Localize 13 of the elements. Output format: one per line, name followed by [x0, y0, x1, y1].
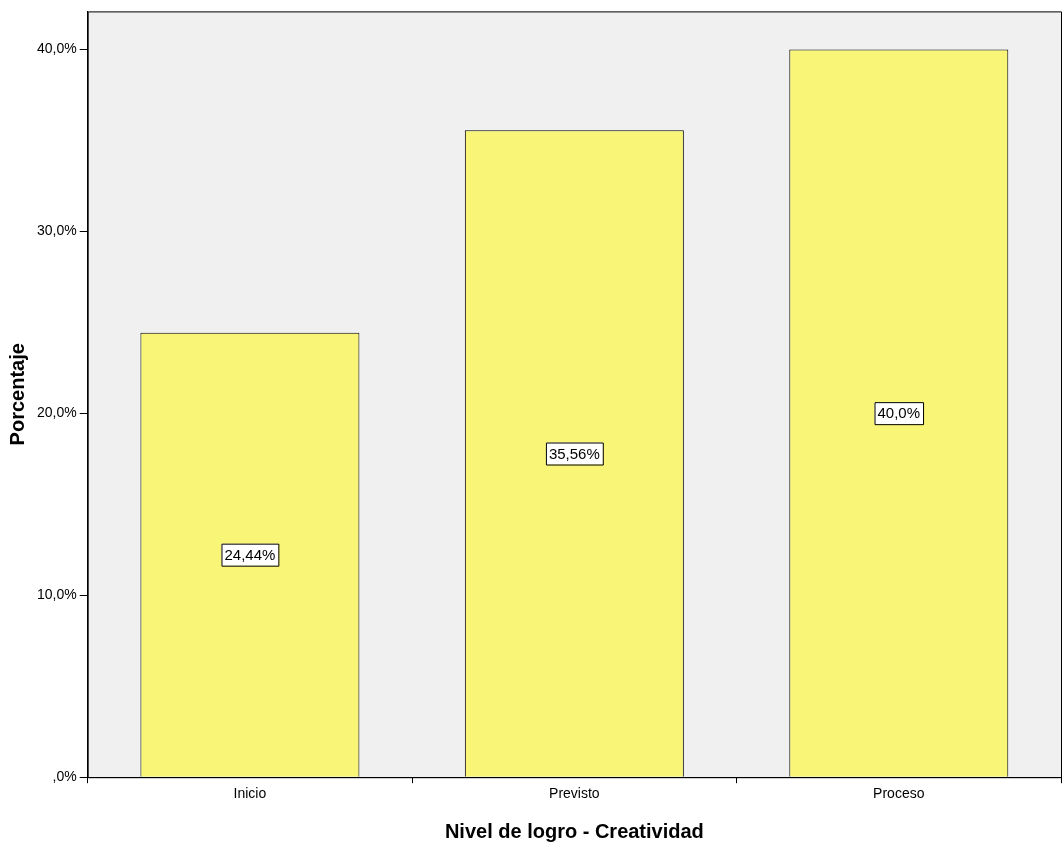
x-tick-label: Inicio: [233, 785, 267, 802]
data-label: 35,56%: [548, 444, 600, 462]
data-label: 24,44%: [224, 545, 276, 563]
y-tick-label: ,0%: [52, 768, 77, 785]
y-tick-label: 40,0%: [36, 40, 77, 57]
data-label: 40,0%: [877, 404, 921, 422]
y-tick-label: 30,0%: [36, 222, 77, 239]
x-tick-label: Previsto: [549, 785, 600, 802]
y-axis-title: Porcentaje: [5, 343, 28, 446]
x-axis-title: Nivel de logro - Creatividad: [444, 819, 704, 842]
y-tick-label: 10,0%: [36, 586, 77, 603]
x-tick-label: Proceso: [873, 785, 925, 802]
y-tick-label: 20,0%: [36, 404, 77, 421]
